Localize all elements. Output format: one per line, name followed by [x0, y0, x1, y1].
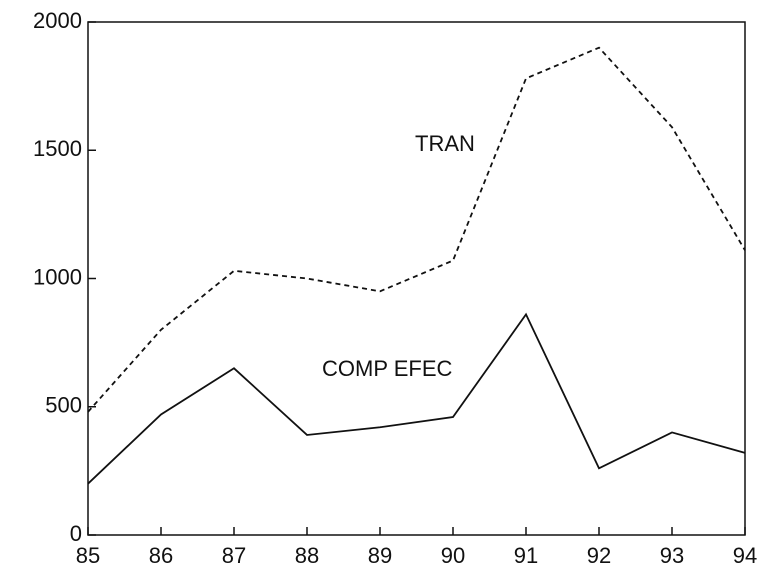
y-tick-label: 500: [45, 393, 82, 418]
x-tick-label: 86: [149, 543, 173, 568]
x-tick-label: 87: [222, 543, 246, 568]
x-tick-label: 89: [368, 543, 392, 568]
x-tick-label: 88: [295, 543, 319, 568]
line-series: [87, 46, 746, 413]
series-label: COMP EFEC: [322, 356, 453, 381]
x-tick-label: 94: [733, 543, 757, 568]
y-tick-label: 0: [70, 521, 82, 546]
x-tick-label: 92: [587, 543, 611, 568]
y-tick-label: 1000: [33, 264, 82, 289]
x-tick-label: 90: [441, 543, 465, 568]
y-tick-label: 1500: [33, 136, 82, 161]
y-tick-label: 2000: [33, 8, 82, 33]
line-series: [87, 312, 746, 485]
x-tick-label: 93: [660, 543, 684, 568]
x-tick-label: 91: [514, 543, 538, 568]
series-label: TRAN: [415, 131, 475, 156]
x-tick-label: 85: [76, 543, 100, 568]
